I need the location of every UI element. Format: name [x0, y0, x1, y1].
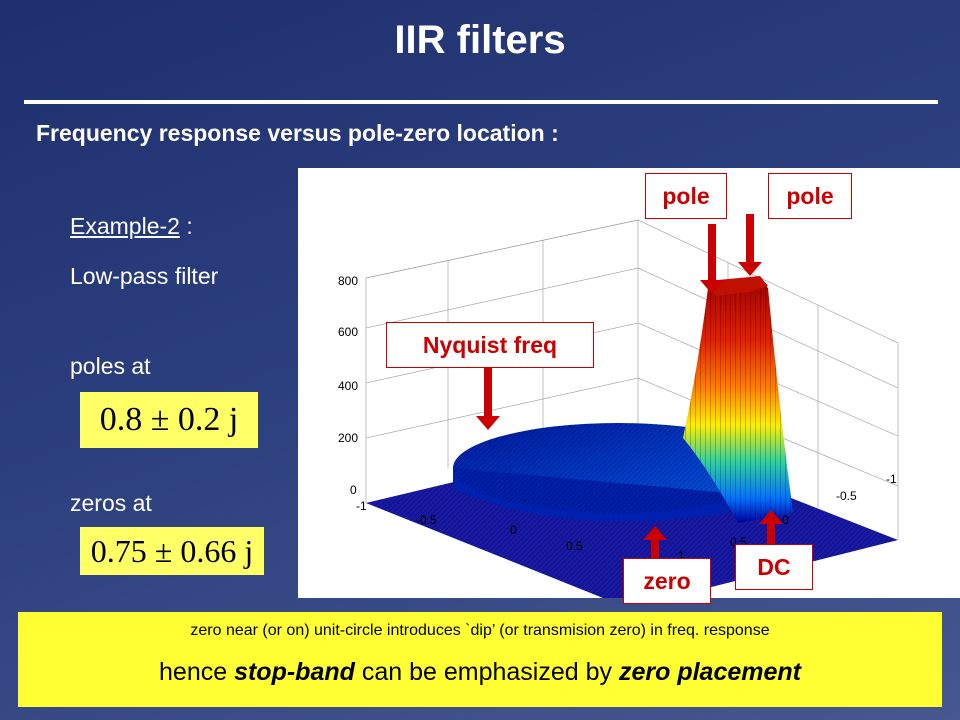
pole-callout-1: pole [645, 173, 727, 219]
zero-callout: zero [623, 558, 711, 604]
y-tick: 1 [678, 549, 685, 563]
zero-arrow-icon [643, 526, 667, 560]
note-line-1: zero near (or on) unit-circle introduces… [190, 622, 770, 639]
x-axis-ticks: -1 -0.5 0 0.5 1 [356, 499, 661, 563]
y-axis-ticks: -1 -0.5 0 0.5 1 [678, 472, 897, 563]
y-tick: -1 [886, 472, 897, 486]
note-line-2: hence stop-band can be emphasized by zer… [18, 658, 942, 687]
poles-equation: 0.8 ± 0.2 j [80, 392, 258, 448]
y-tick: -0.5 [836, 489, 857, 503]
slide-title: IIR filters [394, 18, 566, 62]
title-divider [24, 100, 938, 104]
dc-callout: DC [735, 544, 813, 590]
example-label: Example-2 [70, 213, 180, 239]
x-tick: 0.5 [566, 539, 583, 553]
z-tick: 600 [338, 325, 358, 339]
nyquist-arrow-icon [476, 368, 500, 430]
z-tick: 800 [338, 274, 358, 288]
x-tick: -1 [356, 499, 367, 513]
z-axis-ticks: 800 600 400 200 0 [338, 274, 358, 497]
zeros-equation: 0.75 ± 0.66 j [80, 527, 264, 575]
y-tick: 0 [782, 513, 789, 527]
note-box: zero near (or on) unit-circle introduces… [18, 612, 942, 707]
x-tick: 0 [510, 523, 517, 537]
zeros-label: zeros at [70, 490, 152, 516]
slide-subtitle: Frequency response versus pole-zero loca… [36, 120, 559, 146]
example-heading: Example-2 : [70, 213, 193, 240]
pole2-arrow-icon [738, 214, 762, 276]
pole-callout-2: pole [768, 173, 852, 219]
pole1-arrow-icon [700, 224, 724, 294]
peak-mesh [683, 278, 793, 523]
note-text-a: hence [159, 658, 235, 686]
z-tick: 0 [350, 483, 357, 497]
dc-arrow-icon [759, 510, 783, 544]
frequency-response-plot: 800 600 400 200 0 -1 -0.5 0 0.5 1 -1 -0.… [298, 168, 960, 608]
poles-label: poles at [70, 353, 151, 379]
z-tick: 200 [338, 431, 358, 445]
note-emphasis-stopband: stop-band [234, 658, 355, 686]
example-colon: : [186, 213, 193, 239]
x-tick: -0.5 [416, 513, 437, 527]
note-emphasis-zero-placement: zero placement [618, 658, 801, 686]
z-tick: 400 [338, 379, 358, 393]
note-text-c: can be emphasized by [354, 658, 619, 686]
nyquist-callout: Nyquist freq [386, 322, 594, 368]
filter-type: Low-pass filter [70, 263, 219, 289]
surface-plot-svg: 800 600 400 200 0 -1 -0.5 0 0.5 1 -1 -0.… [338, 214, 899, 608]
